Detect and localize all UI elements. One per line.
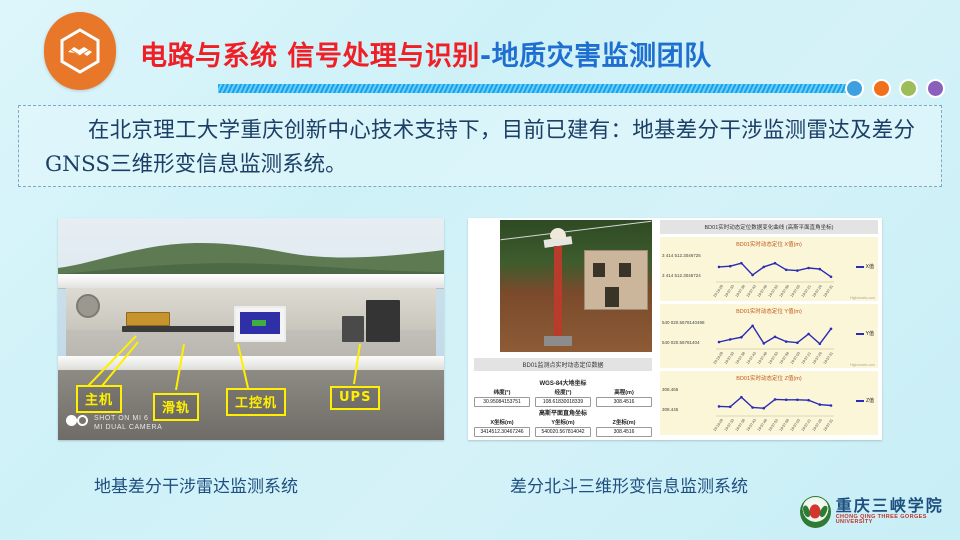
photo-watermark: SHOT ON MI 6 MI DUAL CAMERA bbox=[94, 414, 162, 432]
watermark-line-1: SHOT ON MI 6 bbox=[94, 415, 149, 422]
photo-slide-rail bbox=[122, 326, 252, 332]
page-title-secondary: -地质灾害监测团队 bbox=[479, 41, 712, 72]
chart-y: BD01实时动态定位 Y值(m) 540 020.5678140498 540 … bbox=[660, 304, 878, 368]
photo-farmhouse bbox=[584, 250, 648, 310]
photo-host-unit bbox=[126, 312, 170, 326]
chart-z-plot bbox=[716, 395, 834, 417]
bds-station-photo bbox=[500, 220, 652, 352]
chart-z-legend: Z值 bbox=[855, 397, 874, 404]
field-y-coord: Y坐标(m) 540020.567814042 bbox=[535, 418, 591, 437]
caption-right: 差分北斗三维形变信息监测系统 bbox=[510, 477, 748, 497]
radar-shelter-photo: 主机 滑轨 工控机 UPS SHOT ON MI 6 MI DUAL CAMER… bbox=[58, 218, 444, 440]
field-z-coord: Z坐标(m) 308.4516 bbox=[596, 418, 652, 437]
photo-ipc-monitor bbox=[234, 306, 286, 342]
photo-power-wire bbox=[500, 220, 652, 241]
chart-x-legend: X值 bbox=[855, 263, 874, 270]
school-logo: 重庆三峡学院 CHONG QING THREE GORGES UNIVERSIT… bbox=[800, 496, 960, 528]
chart-y-xticks: 20:19:29 19:37:33 19:37:38 19:37:43 19:37:48… bbox=[712, 351, 835, 365]
photo-fan bbox=[76, 294, 100, 318]
body-paragraph: 在北京理工大学重庆创新中心技术支持下，目前已建有：地基差分干涉监测雷达及差分GN… bbox=[45, 118, 915, 177]
photo-shelter-interior bbox=[66, 288, 436, 356]
bds-monitoring-screenshot: BD01监测点实时动态定位数据 WGS-84大地坐标 纬度(°) 30.9508… bbox=[468, 218, 882, 440]
field-longitude: 经度(°) 108.61830018339 bbox=[535, 388, 591, 407]
photo-window-sill bbox=[58, 356, 444, 372]
school-logo-names: 重庆三峡学院 CHONG QING THREE GORGES UNIVERSIT… bbox=[835, 495, 960, 526]
charts-panel-header: BD01实时动态定位数据变化曲线 (高斯平面直角坐标) bbox=[660, 220, 878, 234]
photo-watermark-dots bbox=[66, 412, 88, 430]
tag-ipc: 工控机 bbox=[226, 388, 287, 416]
chart-x-xticks: 20:19:29 19:37:33 19:37:38 19:37:43 19:37:48… bbox=[712, 284, 835, 298]
slide-header: 电路与系统 信号处理与识别-地质灾害监测团队 bbox=[0, 0, 960, 100]
photo-gnss-antenna bbox=[550, 228, 566, 239]
dot-green bbox=[899, 79, 918, 98]
chart-x: BD01实时动态定位 X值(m) 3 414 512.3046725 3 414… bbox=[660, 237, 878, 301]
chart-z-xticks: 20:19:29 19:37:33 19:37:38 19:37:43 19:37:48… bbox=[712, 418, 835, 432]
handshake-hexagon-icon bbox=[44, 12, 116, 90]
page-title-primary: 电路与系统 信号处理与识别 bbox=[140, 41, 480, 72]
photo-ups-unit bbox=[366, 300, 400, 342]
field-elevation: 高程(m) 308.4516 bbox=[596, 388, 652, 407]
coord-group-1-row: 纬度(°) 30.95084153751 经度(°) 108.618300183… bbox=[474, 388, 652, 407]
tag-rail: 滑轨 bbox=[153, 393, 200, 421]
dot-blue bbox=[845, 79, 864, 98]
school-emblem-icon bbox=[800, 496, 831, 528]
watermark-line-2: MI DUAL CAMERA bbox=[94, 424, 163, 431]
field-x-coord: X坐标(m) 3414512.30467246 bbox=[474, 418, 530, 437]
coord-group-2-row: X坐标(m) 3414512.30467246 Y坐标(m) 540020.56… bbox=[474, 418, 652, 437]
charts-panel: BD01实时动态定位数据变化曲线 (高斯平面直角坐标) BD01实时动态定位 X… bbox=[660, 220, 878, 438]
school-name-cn: 重庆三峡学院 bbox=[835, 495, 944, 515]
body-text-box: 在北京理工大学重庆创新中心技术支持下，目前已建有：地基差分干涉监测雷达及差分GN… bbox=[18, 105, 942, 187]
coord-group-1-title: WGS-84大地坐标 bbox=[539, 381, 587, 387]
callout-leader-lines bbox=[87, 335, 361, 391]
dot-orange bbox=[872, 79, 891, 98]
tag-ups: UPS bbox=[330, 386, 381, 410]
chart-x-plot bbox=[716, 261, 834, 283]
photo-monument-pole bbox=[554, 246, 562, 338]
chart-z: BD01实时动态定位 Z值(m) 308.465 308.445 Z值 20:1… bbox=[660, 371, 878, 435]
tag-host: 主机 bbox=[76, 385, 123, 413]
school-name-en: CHONG QING THREE GORGES UNIVERSITY bbox=[835, 513, 927, 526]
photo-monument-base bbox=[544, 336, 572, 346]
coord-group-2-title: 高斯平面直角坐标 bbox=[538, 411, 587, 417]
field-latitude: 纬度(°) 30.95084153751 bbox=[474, 388, 530, 407]
header-dot-group bbox=[845, 79, 955, 99]
dot-purple bbox=[926, 79, 945, 98]
chart-y-legend: Y值 bbox=[855, 330, 874, 337]
page-title: 电路与系统 信号处理与识别-地质灾害监测团队 bbox=[140, 34, 712, 73]
data-table-header: BD01监测点实时动态定位数据 bbox=[474, 358, 652, 371]
chart-y-plot bbox=[716, 324, 834, 350]
caption-left: 地基差分干涉雷达监测系统 bbox=[94, 477, 298, 497]
header-rule-bar bbox=[218, 84, 847, 93]
photo-ups-aux bbox=[342, 316, 364, 342]
